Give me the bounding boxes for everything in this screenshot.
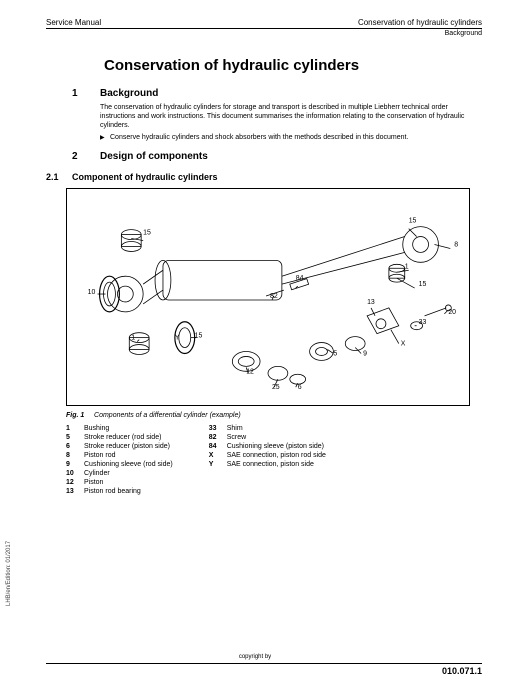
cylinder-diagram: 15 15 8 1 15 10 1 Y 15 82 84 13 33 20 X 5 9 12 25 6 xyxy=(67,189,469,405)
diagram-label: X xyxy=(401,341,406,348)
legend-val: Piston rod xyxy=(84,452,116,459)
legend-key: 9 xyxy=(66,461,84,468)
section-2-1-title: Component of hydraulic cylinders xyxy=(72,172,218,182)
diagram-label: 8 xyxy=(454,242,458,249)
diagram-label: 20 xyxy=(448,309,456,316)
legend: 1Bushing5Stroke reducer (rod side)6Strok… xyxy=(66,425,482,497)
legend-key: 1 xyxy=(66,425,84,432)
legend-key: 84 xyxy=(209,443,227,450)
diagram-label: 12 xyxy=(246,369,254,376)
legend-val: SAE connection, piston side xyxy=(227,461,314,468)
header-right: Conservation of hydraulic cylinders xyxy=(358,18,482,27)
figure-caption-text: Components of a differential cylinder (e… xyxy=(94,412,241,419)
diagram-label: 84 xyxy=(296,275,304,282)
legend-val: Piston xyxy=(84,479,103,486)
legend-key: 8 xyxy=(66,452,84,459)
edition-sidetext: LHB/en/Edition: 01/2017 xyxy=(6,541,12,606)
diagram-label: 33 xyxy=(419,319,427,326)
diagram-label: 82 xyxy=(270,293,278,300)
header: Service Manual Conservation of hydraulic… xyxy=(46,18,482,29)
legend-key: 6 xyxy=(66,443,84,450)
legend-row: 13Piston rod bearing xyxy=(66,488,173,495)
legend-val: Cushioning sleeve (rod side) xyxy=(84,461,173,468)
legend-val: Piston rod bearing xyxy=(84,488,141,495)
diagram-label: Y xyxy=(175,335,180,342)
section-2-1: 2.1 Component of hydraulic cylinders xyxy=(46,172,482,182)
figure-caption: Fig. 1 Components of a differential cyli… xyxy=(66,412,482,419)
diagram-label: 1 xyxy=(131,335,135,342)
legend-key: 13 xyxy=(66,488,84,495)
section-2: 2 Design of components xyxy=(72,151,482,162)
bullet-1: Conserve hydraulic cylinders and shock a… xyxy=(100,134,482,141)
legend-val: Bushing xyxy=(84,425,109,432)
legend-row: 10Cylinder xyxy=(66,470,173,477)
figure-1: 15 15 8 1 15 10 1 Y 15 82 84 13 33 20 X 5 9 12 25 6 xyxy=(66,188,470,406)
legend-row: XSAE connection, piston rod side xyxy=(209,452,326,459)
header-left: Service Manual xyxy=(46,18,101,27)
legend-row: 33Shim xyxy=(209,425,326,432)
legend-val: Screw xyxy=(227,434,246,441)
legend-row: 82Screw xyxy=(209,434,326,441)
section-2-title: Design of components xyxy=(100,151,208,162)
legend-row: 12Piston xyxy=(66,479,173,486)
legend-row: YSAE connection, piston side xyxy=(209,461,326,468)
legend-left: 1Bushing5Stroke reducer (rod side)6Strok… xyxy=(66,425,173,497)
section-1-title: Background xyxy=(100,88,158,99)
legend-val: Shim xyxy=(227,425,243,432)
diagram-label: 15 xyxy=(143,230,151,237)
diagram-label: 13 xyxy=(367,299,375,306)
legend-key: 5 xyxy=(66,434,84,441)
legend-right: 33Shim82Screw84Cushioning sleeve (piston… xyxy=(209,425,326,497)
figure-caption-label: Fig. 1 xyxy=(66,412,84,419)
legend-val: Cushioning sleeve (piston side) xyxy=(227,443,324,450)
legend-key: 12 xyxy=(66,479,84,486)
section-2-1-num: 2.1 xyxy=(46,172,72,182)
legend-row: 6Stroke reducer (piston side) xyxy=(66,443,173,450)
diagram-label: 15 xyxy=(419,281,427,288)
page: Service Manual Conservation of hydraulic… xyxy=(0,0,510,686)
legend-row: 9Cushioning sleeve (rod side) xyxy=(66,461,173,468)
legend-key: 10 xyxy=(66,470,84,477)
page-title: Conservation of hydraulic cylinders xyxy=(104,57,482,74)
legend-row: 5Stroke reducer (rod side) xyxy=(66,434,173,441)
legend-val: Cylinder xyxy=(84,470,110,477)
legend-val: SAE connection, piston rod side xyxy=(227,452,326,459)
diagram-label: 9 xyxy=(363,351,367,358)
legend-key: 82 xyxy=(209,434,227,441)
legend-row: 84Cushioning sleeve (piston side) xyxy=(209,443,326,450)
section-1: 1 Background xyxy=(72,88,482,99)
legend-key: 33 xyxy=(209,425,227,432)
diagram-label: 25 xyxy=(272,384,280,391)
page-number: 010.071.1 xyxy=(46,663,482,676)
diagram-label: 1 xyxy=(405,264,409,271)
legend-val: Stroke reducer (piston side) xyxy=(84,443,170,450)
section-2-num: 2 xyxy=(72,151,100,162)
section-1-num: 1 xyxy=(72,88,100,99)
legend-val: Stroke reducer (rod side) xyxy=(84,434,161,441)
diagram-label: 15 xyxy=(195,333,203,340)
legend-key: Y xyxy=(209,461,227,468)
diagram-label: 15 xyxy=(409,218,417,225)
header-sub: Background xyxy=(46,30,482,37)
diagram-label: 6 xyxy=(298,384,302,391)
legend-row: 8Piston rod xyxy=(66,452,173,459)
copyright: copyright by xyxy=(0,654,510,660)
legend-row: 1Bushing xyxy=(66,425,173,432)
legend-key: X xyxy=(209,452,227,459)
paragraph-1: The conservation of hydraulic cylinders … xyxy=(100,103,482,130)
diagram-label: 10 xyxy=(88,289,96,296)
diagram-label: 5 xyxy=(333,351,337,358)
